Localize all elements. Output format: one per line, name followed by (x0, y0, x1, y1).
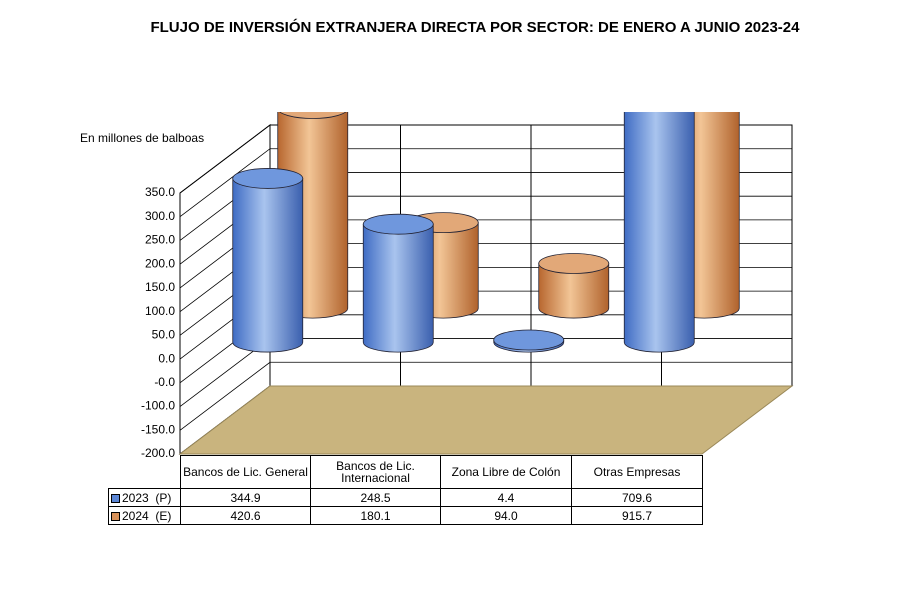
cylinder-top (624, 0, 694, 15)
y-tick-label: -100.0 (141, 399, 175, 413)
value-label: 248.5 (310, 488, 441, 507)
y-tick-label: 150.0 (145, 280, 175, 294)
category-label: Bancos de Lic. General (180, 455, 311, 489)
y-tick-label: 200.0 (145, 256, 175, 270)
y-tick-label: -0.0 (154, 375, 175, 389)
cylinder-top (362, 213, 434, 235)
grid-line (179, 361, 792, 431)
category-label: Bancos de Lic. Internacional (310, 455, 441, 489)
y-tick-label: 300.0 (145, 209, 175, 223)
legend-entry: 2023 (P) (108, 488, 181, 507)
legend-label: 2024 (E) (122, 508, 172, 523)
value-label: 709.6 (571, 488, 703, 507)
legend-entry: 2024 (E) (108, 506, 181, 525)
grid-line (179, 148, 792, 218)
y-axis-label: En millones de balboas (80, 131, 204, 145)
chart-title: FLUJO DE INVERSIÓN EXTRANJERA DIRECTA PO… (150, 18, 800, 36)
cylinder-top (232, 168, 304, 189)
value-label: 94.0 (440, 506, 572, 525)
value-label: 180.1 (310, 506, 441, 525)
cylinder (538, 263, 610, 319)
value-label: 420.6 (180, 506, 311, 525)
value-label: 915.7 (571, 506, 703, 525)
cylinder-top (538, 253, 610, 274)
grid-line (179, 124, 792, 194)
legend-swatch (111, 511, 120, 521)
category-label: Zona Libre de Colón (440, 455, 572, 489)
cylinder (232, 178, 304, 353)
y-tick-label: -150.0 (141, 422, 175, 436)
y-tick-label: 50.0 (152, 328, 176, 342)
value-label: 4.4 (440, 488, 572, 507)
empty-cell (108, 455, 181, 489)
cylinders (232, 0, 740, 353)
y-tick-label: 100.0 (145, 304, 175, 318)
legend-label: 2023 (P) (122, 490, 172, 505)
cylinder (623, 112, 695, 353)
y-tick-label: 250.0 (145, 233, 175, 247)
cylinder-top (493, 329, 565, 351)
y-tick-label: 350.0 (145, 185, 175, 199)
category-label: Otras Empresas (571, 455, 703, 489)
y-tick-label: 0.0 (158, 351, 175, 365)
value-label: 344.9 (180, 488, 311, 507)
legend-swatch (111, 493, 120, 503)
data-table: Bancos de Lic. General Bancos de Lic. Int… (108, 455, 703, 525)
floor (178, 385, 794, 455)
cylinder (362, 223, 434, 353)
cylinder-top (279, 112, 347, 119)
